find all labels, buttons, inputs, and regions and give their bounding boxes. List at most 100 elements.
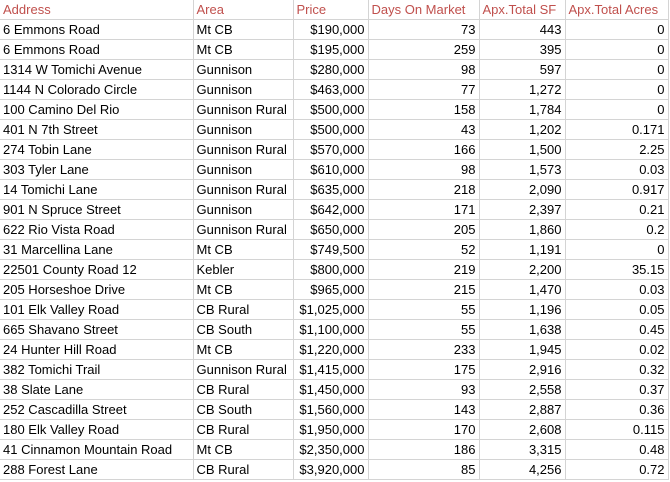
area-cell[interactable]: Gunnison Rural [193,179,294,200]
address-cell[interactable]: 622 Rio Vista Road [0,219,194,240]
days-on-market-cell[interactable]: 85 [368,459,480,480]
total-sf-cell[interactable]: 2,608 [479,419,566,440]
area-cell[interactable]: CB Rural [193,459,294,480]
total-sf-cell[interactable]: 1,638 [479,319,566,340]
address-cell[interactable]: 22501 County Road 12 [0,259,194,280]
price-cell[interactable]: $500,000 [293,119,369,140]
price-cell[interactable]: $3,920,000 [293,459,369,480]
area-cell[interactable]: Gunnison [193,59,294,80]
days-on-market-cell[interactable]: 175 [368,359,480,380]
area-cell[interactable]: Mt CB [193,339,294,360]
total-sf-cell[interactable]: 443 [479,19,566,40]
area-cell[interactable]: Gunnison [193,159,294,180]
total-acres-cell[interactable]: 0.05 [565,299,669,320]
days-on-market-cell[interactable]: 158 [368,99,480,120]
total-sf-cell[interactable]: 3,315 [479,439,566,460]
area-cell[interactable]: CB Rural [193,299,294,320]
address-cell[interactable]: 382 Tomichi Trail [0,359,194,380]
total-acres-cell[interactable]: 0 [565,39,669,60]
total-acres-cell[interactable]: 35.15 [565,259,669,280]
address-cell[interactable]: 100 Camino Del Rio [0,99,194,120]
total-sf-cell[interactable]: 1,860 [479,219,566,240]
days-on-market-cell[interactable]: 205 [368,219,480,240]
days-on-market-cell[interactable]: 55 [368,299,480,320]
price-cell[interactable]: $800,000 [293,259,369,280]
days-on-market-cell[interactable]: 98 [368,59,480,80]
days-on-market-cell[interactable]: 52 [368,239,480,260]
area-cell[interactable]: Kebler [193,259,294,280]
address-cell[interactable]: 665 Shavano Street [0,319,194,340]
address-cell[interactable]: 180 Elk Valley Road [0,419,194,440]
area-cell[interactable]: Gunnison Rural [193,219,294,240]
price-cell[interactable]: $1,220,000 [293,339,369,360]
total-acres-cell[interactable]: 0.37 [565,379,669,400]
total-sf-cell[interactable]: 1,945 [479,339,566,360]
address-cell[interactable]: 31 Marcellina Lane [0,239,194,260]
address-cell[interactable]: 1314 W Tomichi Avenue [0,59,194,80]
price-cell[interactable]: $463,000 [293,79,369,100]
price-cell[interactable]: $195,000 [293,39,369,60]
price-cell[interactable]: $500,000 [293,99,369,120]
address-cell[interactable]: 252 Cascadilla Street [0,399,194,420]
column-header-area[interactable]: Area [193,0,294,20]
address-cell[interactable]: 274 Tobin Lane [0,139,194,160]
area-cell[interactable]: Gunnison [193,79,294,100]
price-cell[interactable]: $650,000 [293,219,369,240]
total-acres-cell[interactable]: 0.48 [565,439,669,460]
total-sf-cell[interactable]: 1,191 [479,239,566,260]
days-on-market-cell[interactable]: 77 [368,79,480,100]
days-on-market-cell[interactable]: 43 [368,119,480,140]
total-acres-cell[interactable]: 0.36 [565,399,669,420]
address-cell[interactable]: 303 Tyler Lane [0,159,194,180]
days-on-market-cell[interactable]: 170 [368,419,480,440]
days-on-market-cell[interactable]: 98 [368,159,480,180]
area-cell[interactable]: Mt CB [193,439,294,460]
days-on-market-cell[interactable]: 219 [368,259,480,280]
price-cell[interactable]: $965,000 [293,279,369,300]
total-acres-cell[interactable]: 0.2 [565,219,669,240]
column-header-total-sf[interactable]: Apx.Total SF [479,0,566,20]
total-acres-cell[interactable]: 0.115 [565,419,669,440]
price-cell[interactable]: $1,415,000 [293,359,369,380]
total-acres-cell[interactable]: 0.03 [565,279,669,300]
area-cell[interactable]: CB Rural [193,419,294,440]
price-cell[interactable]: $1,450,000 [293,379,369,400]
area-cell[interactable]: Mt CB [193,19,294,40]
area-cell[interactable]: Gunnison Rural [193,139,294,160]
price-cell[interactable]: $1,100,000 [293,319,369,340]
days-on-market-cell[interactable]: 233 [368,339,480,360]
area-cell[interactable]: CB Rural [193,379,294,400]
price-cell[interactable]: $570,000 [293,139,369,160]
total-sf-cell[interactable]: 1,573 [479,159,566,180]
address-cell[interactable]: 38 Slate Lane [0,379,194,400]
total-acres-cell[interactable]: 0 [565,19,669,40]
address-cell[interactable]: 6 Emmons Road [0,19,194,40]
days-on-market-cell[interactable]: 215 [368,279,480,300]
column-header-price[interactable]: Price [293,0,369,20]
price-cell[interactable]: $1,560,000 [293,399,369,420]
address-cell[interactable]: 401 N 7th Street [0,119,194,140]
total-acres-cell[interactable]: 0.917 [565,179,669,200]
total-sf-cell[interactable]: 2,397 [479,199,566,220]
area-cell[interactable]: Mt CB [193,279,294,300]
total-acres-cell[interactable]: 0 [565,79,669,100]
total-sf-cell[interactable]: 1,196 [479,299,566,320]
days-on-market-cell[interactable]: 171 [368,199,480,220]
address-cell[interactable]: 205 Horseshoe Drive [0,279,194,300]
total-acres-cell[interactable]: 0.03 [565,159,669,180]
total-sf-cell[interactable]: 1,272 [479,79,566,100]
address-cell[interactable]: 288 Forest Lane [0,459,194,480]
price-cell[interactable]: $190,000 [293,19,369,40]
days-on-market-cell[interactable]: 218 [368,179,480,200]
total-acres-cell[interactable]: 0 [565,59,669,80]
total-acres-cell[interactable]: 0.171 [565,119,669,140]
address-cell[interactable]: 1144 N Colorado Circle [0,79,194,100]
days-on-market-cell[interactable]: 73 [368,19,480,40]
total-acres-cell[interactable]: 2.25 [565,139,669,160]
days-on-market-cell[interactable]: 55 [368,319,480,340]
total-sf-cell[interactable]: 1,784 [479,99,566,120]
total-acres-cell[interactable]: 0.21 [565,199,669,220]
total-sf-cell[interactable]: 2,887 [479,399,566,420]
total-acres-cell[interactable]: 0.72 [565,459,669,480]
address-cell[interactable]: 41 Cinnamon Mountain Road [0,439,194,460]
